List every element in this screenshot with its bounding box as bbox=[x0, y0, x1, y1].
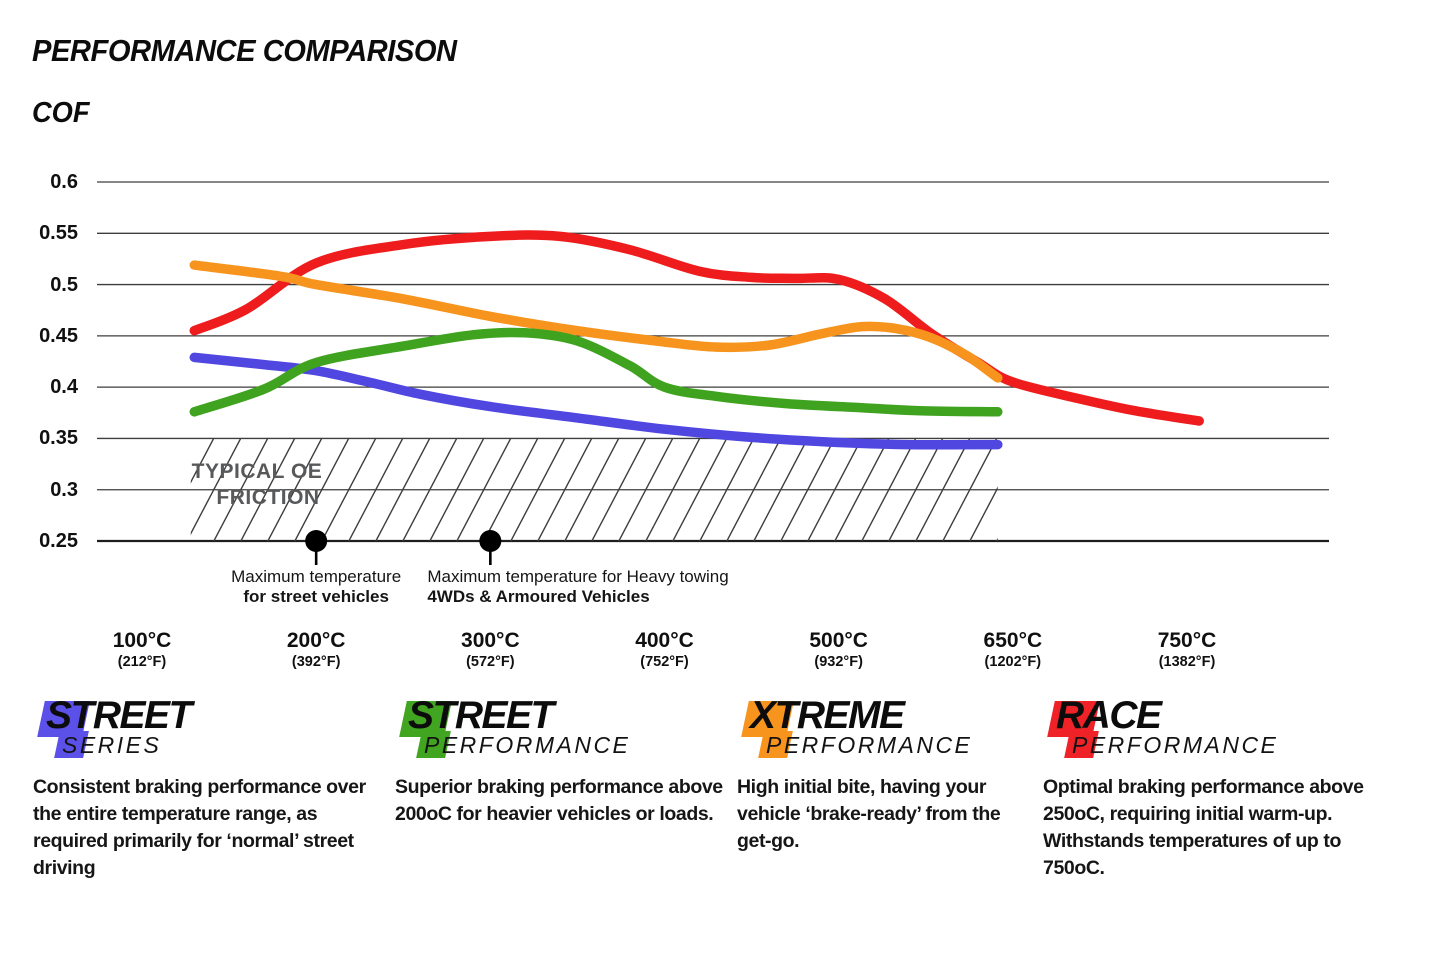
x-tick-celsius: 750°C bbox=[1157, 629, 1217, 652]
x-tick-celsius: 100°C bbox=[112, 629, 172, 652]
x-tick-fahrenheit: (752°F) bbox=[640, 654, 689, 670]
logo-word-2: SERIES bbox=[62, 732, 162, 758]
logo-word-1: STREET bbox=[408, 694, 554, 737]
y-tick-0.5: 0.5 bbox=[50, 273, 78, 296]
series-line-race-performance bbox=[189, 230, 1204, 426]
legend-street-performance: STREET PERFORMANCE Superior braking perf… bbox=[395, 694, 745, 826]
x-tick-100c: 100°C (212°F) bbox=[55, 629, 229, 672]
y-tick-0.45: 0.45 bbox=[39, 324, 78, 347]
x-tick-celsius: 500°C bbox=[809, 629, 868, 652]
x-tick-650c: 650°C (1202°F) bbox=[926, 629, 1100, 672]
annotation-300c: Maximum temperature for Heavy towing 4WDs… bbox=[427, 567, 757, 606]
legend-street-series: STREET SERIES Consistent braking perform… bbox=[33, 694, 385, 880]
legend-race-performance: RACE PERFORMANCE Optimal braking perform… bbox=[1043, 694, 1369, 880]
oe-friction-label-line2: FRICTION bbox=[216, 486, 320, 509]
legend-description: Superior braking performance above 200oC… bbox=[395, 776, 723, 825]
x-tick-fahrenheit: (1382°F) bbox=[1158, 654, 1216, 670]
y-tick-0.55: 0.55 bbox=[39, 222, 78, 245]
oe-friction-label-line1: TYPICAL OE bbox=[191, 460, 323, 483]
logo-word-1: STREET bbox=[46, 694, 192, 737]
x-tick-fahrenheit: (572°F) bbox=[466, 654, 515, 670]
legend-xtreme-performance: XTREME PERFORMANCE High initial bite, ha… bbox=[737, 694, 1029, 853]
x-tick-celsius: 400°C bbox=[635, 629, 694, 652]
annotation-200c: Maximum temperature for street vehicles bbox=[166, 567, 466, 606]
street-series-logo: STREET SERIES bbox=[33, 694, 385, 764]
y-tick-0.25: 0.25 bbox=[39, 530, 78, 552]
logo-word-2: PERFORMANCE bbox=[1072, 732, 1279, 758]
legend-description: Consistent braking performance over the … bbox=[33, 776, 366, 879]
x-tick-400c: 400°C (752°F) bbox=[578, 629, 752, 672]
x-tick-500c: 500°C (932°F) bbox=[752, 629, 926, 672]
series-line-xtreme-performance bbox=[189, 260, 1003, 383]
series-line-street-series bbox=[189, 352, 1003, 450]
page-title: PERFORMANCE COMPARISON bbox=[32, 33, 457, 68]
x-tick-fahrenheit: (392°F) bbox=[291, 654, 341, 670]
annotation-line1: Maximum temperature bbox=[231, 567, 402, 586]
xtreme-performance-logo: XTREME PERFORMANCE bbox=[737, 694, 1029, 764]
performance-chart bbox=[97, 181, 1329, 565]
street-performance-logo: STREET PERFORMANCE bbox=[395, 694, 745, 764]
annotation-line2: for street vehicles bbox=[243, 586, 389, 606]
marker-pin-300c bbox=[479, 530, 502, 552]
x-tick-celsius: 300°C bbox=[461, 629, 520, 652]
series-line-street-performance bbox=[189, 327, 1003, 417]
oe-friction-hatch bbox=[190, 438, 998, 541]
logo-word-2: PERFORMANCE bbox=[766, 732, 973, 758]
annotation-line1: Maximum temperature for Heavy towing bbox=[427, 567, 729, 586]
y-tick-0.6: 0.6 bbox=[50, 171, 78, 193]
y-tick-0.35: 0.35 bbox=[39, 427, 78, 450]
oe-friction-label: TYPICAL OE FRICTION bbox=[175, 459, 339, 511]
x-tick-fahrenheit: (932°F) bbox=[814, 654, 863, 670]
x-tick-300c: 300°C (572°F) bbox=[403, 629, 577, 672]
logo-word-2: PERFORMANCE bbox=[424, 732, 631, 758]
logo-word-1: XTREME bbox=[750, 694, 905, 737]
y-axis-title: COF bbox=[32, 97, 90, 129]
y-tick-0.4: 0.4 bbox=[50, 376, 78, 399]
marker-pin-200c bbox=[305, 530, 328, 552]
y-tick-0.3: 0.3 bbox=[50, 478, 78, 501]
x-tick-200c: 200°C (392°F) bbox=[229, 629, 403, 672]
x-tick-fahrenheit: (212°F) bbox=[117, 654, 167, 670]
annotation-line2: 4WDs & Armoured Vehicles bbox=[427, 586, 650, 606]
x-tick-celsius: 650°C bbox=[983, 629, 1043, 652]
race-performance-logo: RACE PERFORMANCE bbox=[1043, 694, 1369, 764]
x-tick-750c: 750°C (1382°F) bbox=[1100, 629, 1274, 672]
x-tick-celsius: 200°C bbox=[286, 629, 346, 652]
legend-description: High initial bite, having your vehicle ‘… bbox=[737, 776, 1001, 852]
x-tick-fahrenheit: (1202°F) bbox=[984, 654, 1042, 670]
chart-overlay: Maximum temperature for street vehicles Ma… bbox=[39, 171, 1274, 672]
logo-word-1: RACE bbox=[1056, 694, 1162, 737]
legend-description: Optimal braking performance above 250oC,… bbox=[1043, 776, 1364, 879]
